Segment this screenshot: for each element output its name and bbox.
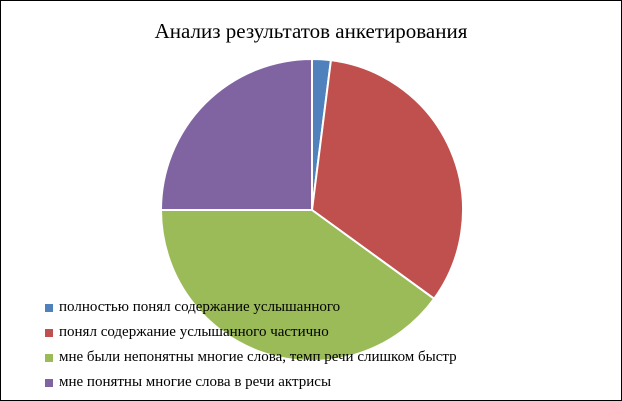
legend-swatch: [45, 328, 53, 337]
chart-title: Анализ результатов анкетирования: [154, 19, 468, 43]
legend-label: мне понятны многие слова в речи актрисы: [59, 374, 332, 390]
legend-label: полностью понял содержание услышанного: [59, 299, 341, 315]
legend-label: понял содержание услышанного частично: [59, 324, 329, 340]
pie-slice-4: [159, 57, 313, 211]
legend-swatch: [45, 378, 53, 387]
legend-item: понял содержание услышанного частично: [45, 320, 457, 345]
legend-label: мне были непонятны многие слова, темп ре…: [59, 349, 457, 365]
pie-slice-2: [310, 59, 464, 301]
legend-item: мне понятны многие слова в речи актрисы: [45, 370, 457, 395]
legend-item: мне были непонятны многие слова, темп ре…: [45, 345, 457, 370]
pie-slice-3: [159, 209, 436, 362]
legend-swatch: [45, 303, 53, 312]
legend-item: полностью понял содержание услышанного: [45, 295, 457, 320]
legend-swatch: [45, 353, 53, 362]
chart-legend: полностью понял содержание услышанного п…: [45, 295, 457, 395]
